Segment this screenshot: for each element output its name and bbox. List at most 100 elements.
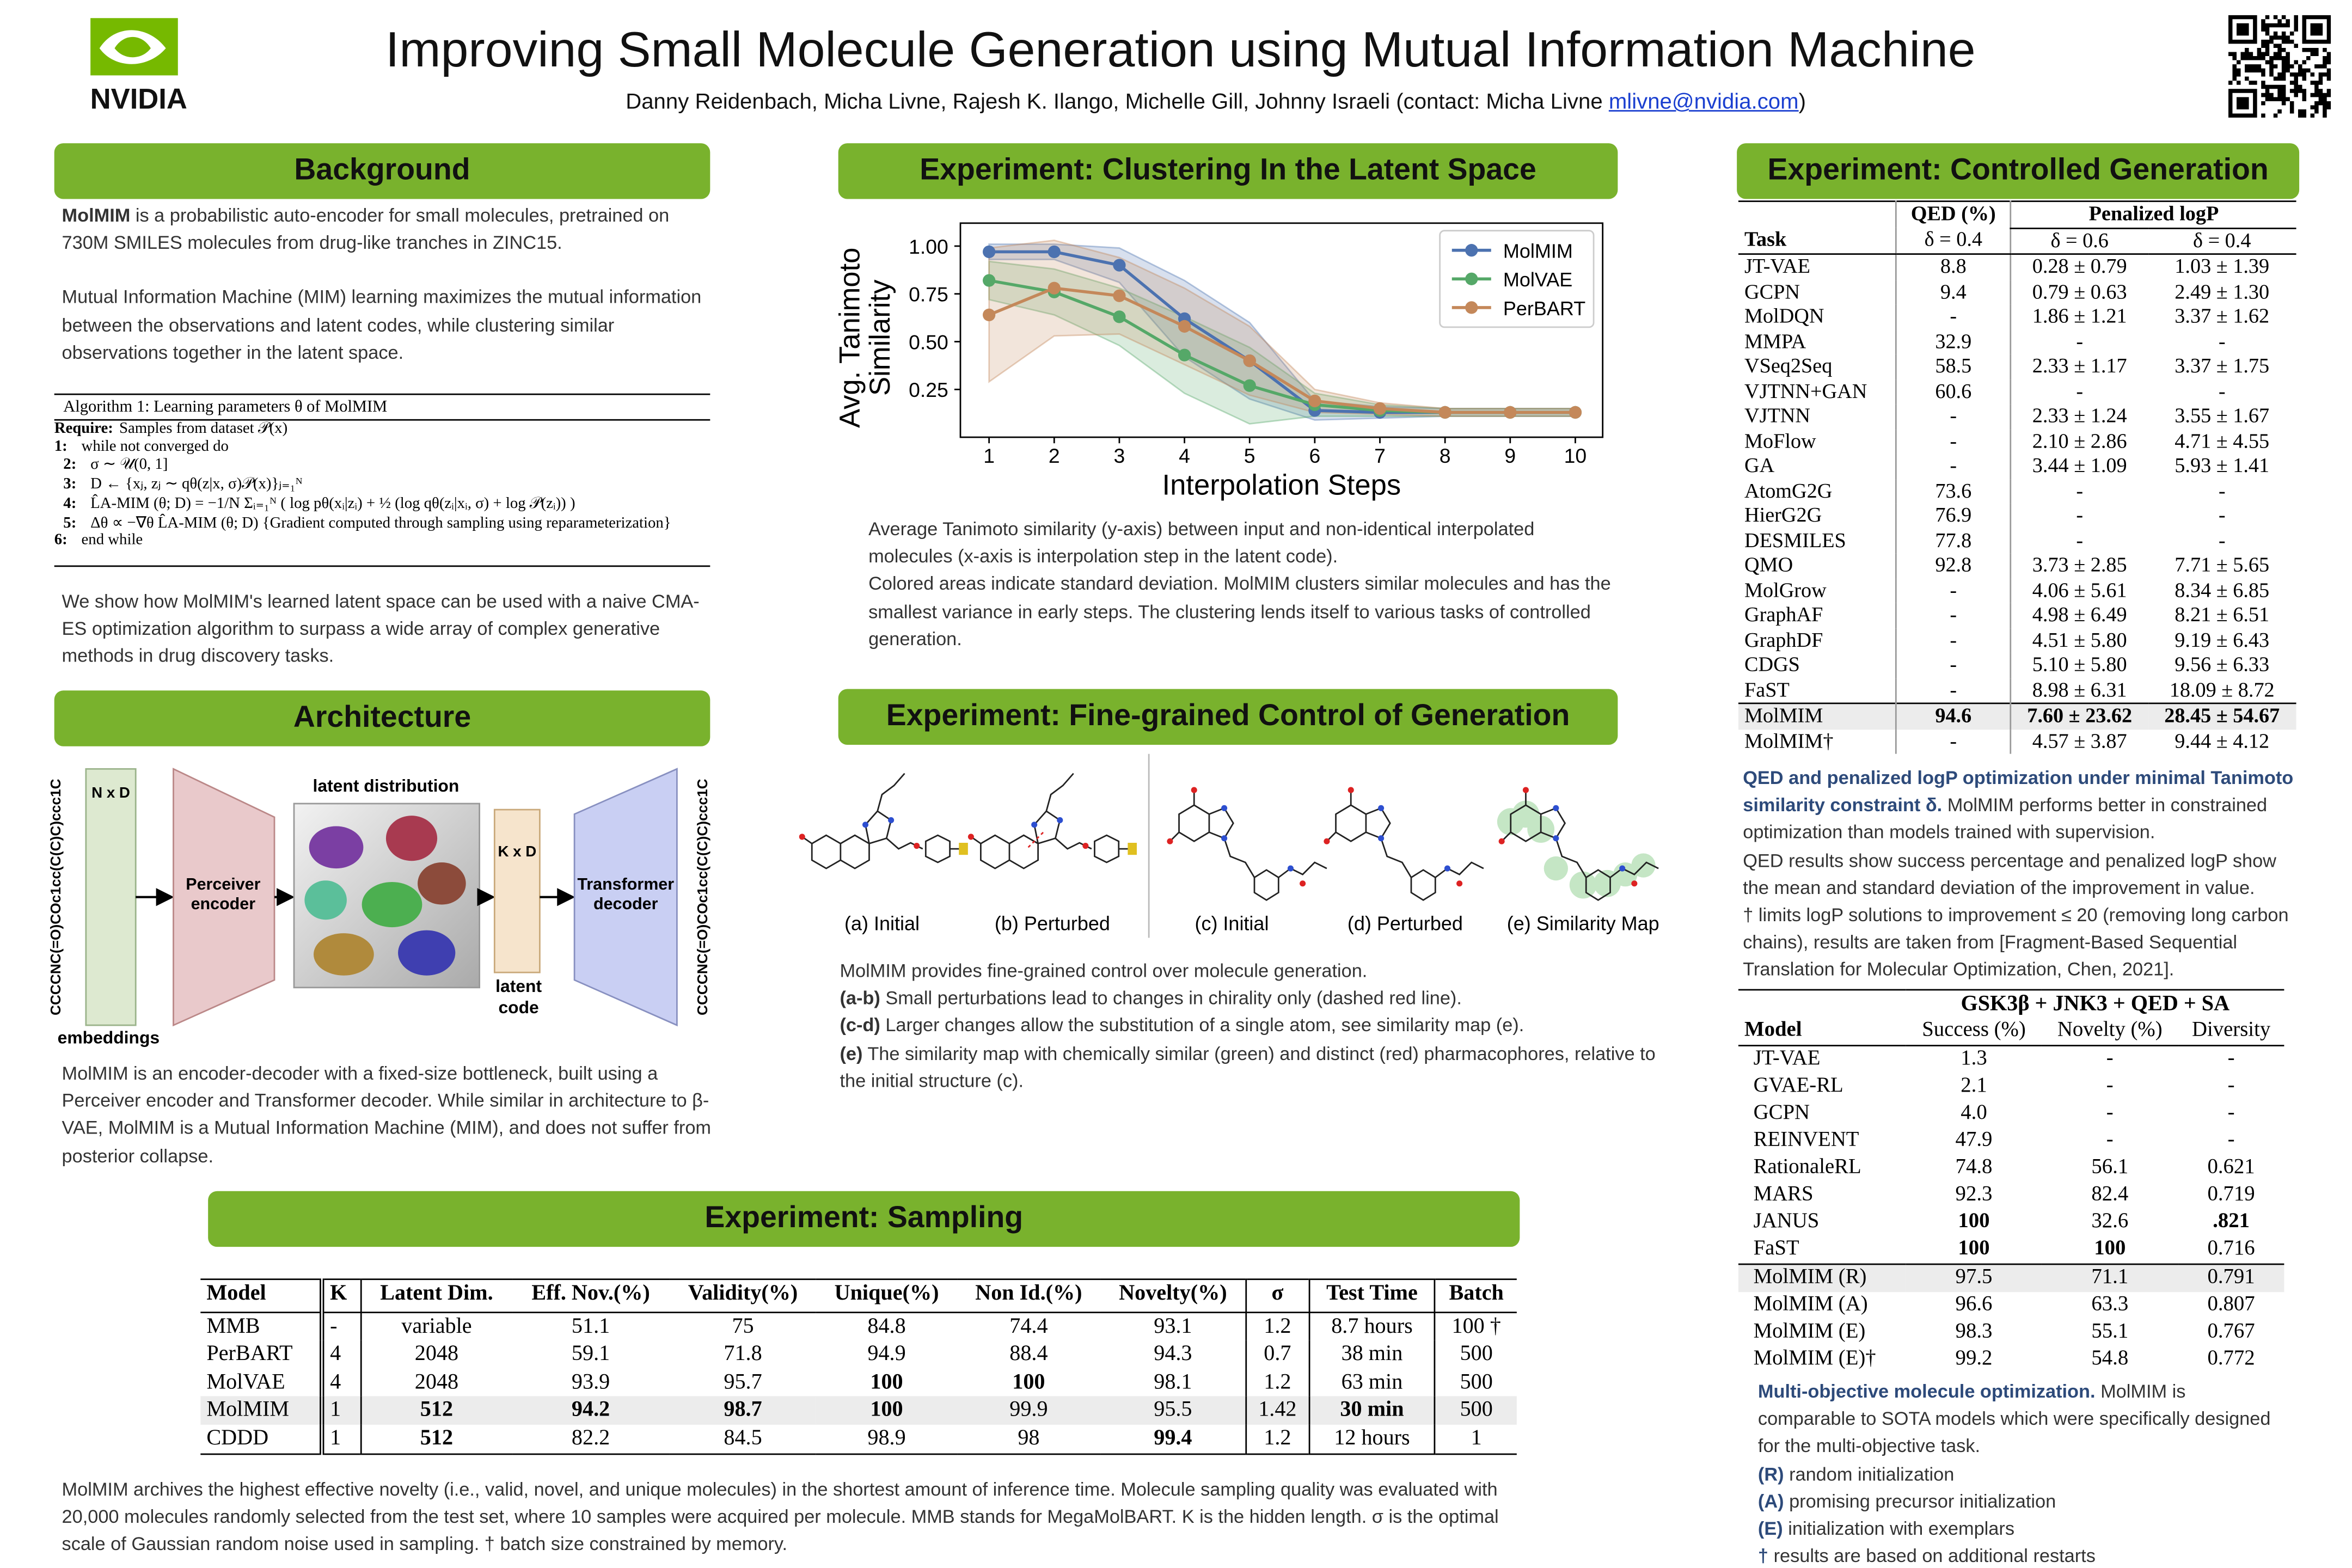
table-cell: MolMIM (E)† [1753,1347,1876,1371]
y-tick-label: 0.25 [909,378,948,401]
table-cell: 93.1 [1100,1312,1247,1341]
table-cell: 84.8 [867,1314,906,1338]
table-cell: HierG2G [1744,503,1822,526]
latent-shape: K x D [498,843,536,860]
table-cell: 76.9 [1895,503,2011,529]
table-cell: - [1895,578,2011,603]
table-cell: 100 † [1451,1314,1501,1338]
sampling-table: Model K Latent Dim. Eff. Nov.(%) Validity(%)… [200,1278,1517,1455]
output-smiles: CCCCNC(=O)COc1cc(C(C)C)ccc1C [694,779,710,1015]
table-cell: 100 [870,1370,903,1394]
data-point [1113,259,1126,272]
cluster [309,826,364,869]
poster-title: Improving Small Molecule Generation usin… [385,21,1976,77]
legend-marker [1465,244,1478,257]
molecule [1322,786,1485,901]
table-cell: 0.719 [2207,1183,2255,1206]
paragraph: † limits logP solutions to improvement ≤… [1743,904,2289,981]
molecule [799,773,969,869]
column-header: Model [200,1279,324,1313]
paragraph: (R) random initialization [1758,1460,2271,1487]
table-row: GCPN 4.0 - - [1738,1101,2284,1128]
contact-email[interactable]: mlivne@nvidia.com [1608,90,1799,115]
text: is a probabilistic auto-encoder for smal… [62,205,670,254]
table-cell: 63 min [1308,1368,1436,1397]
table-cell: 0.79 ± 0.63 [2010,279,2148,305]
x-tick-label: 9 [1504,444,1516,467]
table-row: CDDD 1 512 82.2 84.5 98.9 98 99.4 1.2 12 hours 1 [200,1424,1517,1454]
table-row: CDGS -5.10 ± 5.80 9.56 ± 6.33 [1738,653,2296,678]
table-cell: 88.4 [1009,1342,1048,1367]
line-text: end while [81,532,143,549]
table-cell: JT-VAE [1744,254,1811,278]
table-row: MolMIM 94.6 7.60 ± 23.62 28.45 ± 54.67 [1738,702,2296,729]
data-point [1504,406,1517,419]
table-body: JT-VAE 8.8 0.28 ± 0.79 1.03 ± 1.39 GCPN 9.4 0.… [1738,254,2296,754]
table-cell: - [2010,479,2148,504]
data-point [1438,406,1451,419]
table-cell: 54.8 [2091,1347,2129,1371]
section-heading: Experiment: Fine-grained Control of Gene… [838,689,1618,745]
table-cell: 9.19 ± 6.43 [2175,628,2270,651]
data-point [1178,348,1191,362]
table-row: GraphAF -4.98 ± 6.49 8.21 ± 6.51 [1738,603,2296,628]
table-cell: FaST [1744,677,1790,701]
table-cell: CDGS [1744,653,1800,676]
data-point [1243,354,1256,367]
table-row: REINVENT 47.9 - - [1738,1128,2284,1155]
lead: Multi-objective molecule optimization. [1757,1381,2096,1402]
table-cell: AtomG2G [1744,479,1833,501]
authors: Danny Reidenbach, Micha Livne, Rajesh K.… [626,90,1603,115]
algorithm-line: 2: σ ∼ 𝒰(0, 1] [54,455,710,475]
image-caption: (a) Initial [844,912,920,935]
table-cell: 0.767 [2207,1320,2255,1344]
lead: (c-d) [840,1015,880,1037]
table-cell: 2.10 ± 2.86 [2010,428,2148,454]
authors-end: ) [1798,90,1806,115]
table-cell: 99.2 [1955,1347,1993,1371]
logo-iris [114,36,151,58]
paragraph: We show how MolMIM's learned latent spac… [62,591,700,667]
table-cell: GCPN [1753,1102,1810,1125]
x-tick-label: 7 [1374,444,1386,467]
column-header: Latent Dim. [360,1279,512,1313]
table-cell: 1.2 [1246,1424,1310,1454]
algorithm-line: Require: Samples from dataset 𝒫(x) [54,421,710,439]
table-row: MolMIM 1 512 94.2 98.7 100 99.9 95.5 1.42 30 min 5… [200,1396,1517,1425]
table-cell: 8.7 hours [1308,1312,1436,1341]
text-block: MolMIM provides fine-grained control ove… [840,957,1666,1094]
table-cell: 9.44 ± 4.12 [2175,728,2270,752]
table-cell: 77.8 [1895,528,2011,554]
table-cell: - [1895,404,2011,429]
text: The similarity map with chemically simil… [840,1043,1656,1092]
table-cell: - [321,1312,362,1341]
table-cell: 60.6 [1895,379,2011,405]
decoder-label: Transformer [577,875,674,893]
table-row: MolVAE 4 2048 93.9 95.7 100 100 98.1 1.2 63 min 50… [200,1368,1517,1397]
header-row: GSK3β + JNK3 + QED + SA [1738,990,2284,1018]
paragraph: MolMIM archives the highest effective no… [62,1479,1499,1555]
text: MolMIM performs better in constrained op… [1743,794,2268,844]
series-line [988,286,1576,414]
table-cell: GA [1744,454,1775,477]
table-cell: 95.7 [724,1370,762,1394]
cluster [385,816,438,861]
molecule-figure: (a) Initial (b) Perturbed (c) Initial (d… [799,754,1659,938]
table-row: AtomG2G 73.6- - [1738,479,2296,504]
table-cell: 9.4 [1895,279,2011,305]
table-cell: 1.03 ± 1.39 [2175,254,2270,278]
paragraph: (a-b) Small perturbations lead to change… [840,985,1666,1012]
table-cell: - [2218,528,2226,552]
table-cell: 74.8 [1955,1156,1993,1179]
section-heading: Experiment: Controlled Generation [1737,143,2300,199]
x-axis-label: Interpolation Steps [1162,469,1401,501]
table-row: MMPA 32.9- - [1738,329,2296,354]
table-cell: - [2227,1048,2235,1071]
header-row: QED (%) Penalized logP [1738,201,2296,229]
table-row: JT-VAE 1.3 - - [1738,1045,2284,1073]
molecule [1166,786,1328,901]
algorithm-line: 3: D ← {xⱼ, zⱼ ∼ qθ(z|x, σ)𝒫(x)}ⱼ₌₁ᴺ [54,475,710,494]
table-cell: 94.9 [867,1342,906,1367]
table-cell: GCPN [1744,279,1800,303]
algorithm-line: 4: L̂A-MIM (θ; D) = −1/N Σᵢ₌₁ᴺ ( log pθ(x… [54,494,710,514]
